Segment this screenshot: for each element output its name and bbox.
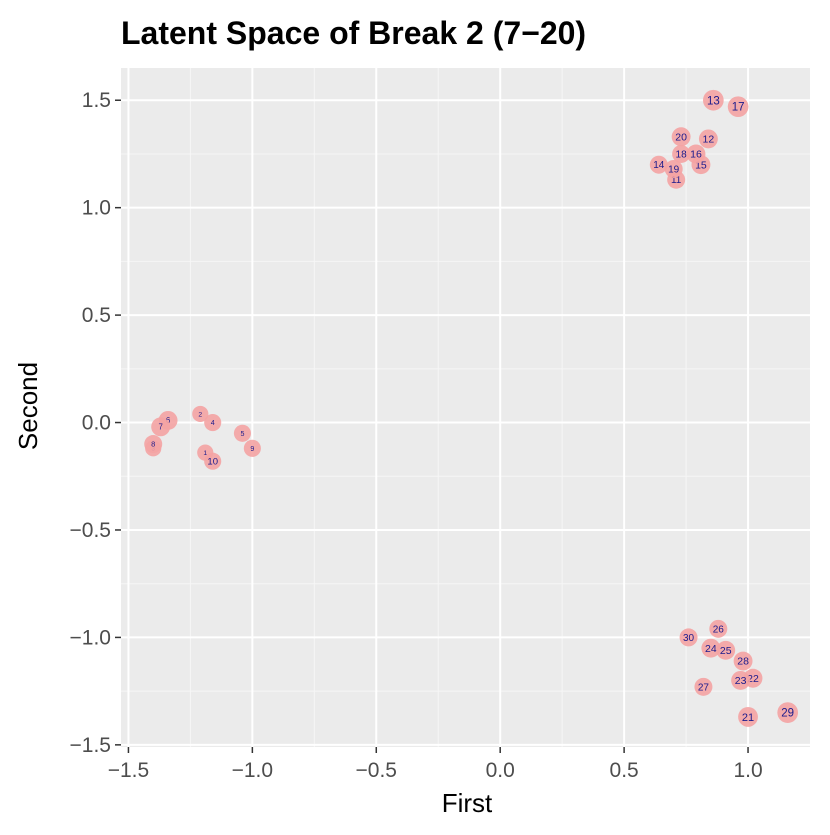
point-marker [733,651,753,671]
y-tick-label: 1.5 [82,89,111,112]
point-label: 6 [166,416,171,425]
x-tick-label: 0.0 [486,759,515,782]
point-label: 30 [683,633,695,644]
data-point: 28 [733,651,753,671]
data-points: 1234567891011121314151617181920212223242… [144,89,799,727]
y-tick-label: −0.5 [70,519,111,542]
x-tick-label: 1.0 [733,759,762,782]
point-marker [738,707,758,727]
point-marker [671,127,691,147]
point-marker [694,677,713,696]
point-label: 19 [668,164,680,175]
point-label: 22 [747,673,759,685]
point-label: 7 [158,423,162,432]
point-label: 28 [737,656,749,668]
y-axis-title: Second [13,362,43,450]
point-label: 16 [690,149,702,161]
point-label: 10 [207,457,218,468]
data-point: 2 [192,405,209,423]
point-marker [664,159,683,178]
data-point: 10 [204,452,222,470]
point-label: 24 [705,643,717,655]
data-point: 7 [151,417,171,437]
y-axis-ticks: −1.5 −1.0 −0.5 0.0 0.5 1.0 1.5 [70,89,121,757]
data-point: 9 [243,439,261,457]
data-point: 4 [204,413,222,432]
data-point: 16 [686,144,706,164]
data-point: 12 [698,129,718,149]
point-marker [233,424,251,442]
point-marker [144,435,163,454]
point-label: 20 [675,131,687,143]
point-marker [709,619,728,638]
data-point: 17 [727,96,749,118]
x-tick-label: −1.5 [108,759,149,782]
data-point: 26 [709,619,728,638]
point-label: 29 [781,708,794,720]
point-label: 12 [703,134,715,146]
point-label: 13 [707,95,720,107]
point-marker [716,640,736,660]
point-marker [731,670,751,690]
y-tick-label: 0.5 [82,304,111,327]
point-marker [777,702,799,723]
point-label: 27 [698,682,710,693]
point-label: 11 [671,175,682,186]
point-marker [702,89,724,111]
point-label: 4 [211,419,215,427]
point-label: 5 [240,430,244,438]
point-label: 21 [742,712,754,724]
point-marker [672,144,691,163]
data-point: 24 [701,638,721,658]
point-label: 8 [151,440,155,449]
point-label: 14 [653,160,665,171]
point-marker [649,155,668,174]
point-label: 17 [732,102,745,114]
data-point: 30 [679,628,698,647]
point-label: 15 [695,159,707,171]
point-label: 26 [713,624,725,635]
point-marker [204,452,222,470]
x-tick-label: −0.5 [356,759,397,782]
data-point: 29 [777,702,799,723]
point-label: 18 [676,149,688,160]
point-label: 9 [250,445,254,453]
data-point: 13 [702,89,724,111]
point-marker [698,129,718,149]
x-axis-ticks: −1.5 −1.0 −0.5 0.0 0.5 1.0 [108,747,763,782]
y-tick-label: 0.0 [82,412,111,435]
point-marker [679,628,698,647]
y-tick-label: 1.0 [82,197,111,220]
data-point: 18 [672,144,691,163]
data-point: 23 [731,670,751,690]
data-point: 19 [664,159,683,178]
point-marker [243,439,261,457]
data-point: 14 [649,155,668,174]
chart-title: Latent Space of Break 2 (7−20) [121,15,586,51]
x-axis-title: First [442,788,493,818]
point-label: 25 [720,645,732,657]
point-marker [727,96,749,118]
point-label: 23 [735,675,747,687]
point-marker [204,413,222,432]
point-label: 1 [203,450,207,457]
data-point: 21 [738,707,758,727]
data-point: 5 [233,424,251,442]
point-label: 2 [198,411,202,418]
y-tick-label: −1.5 [70,734,111,757]
y-tick-label: −1.0 [70,626,111,649]
point-marker [151,417,171,437]
data-point: 8 [144,435,163,454]
x-tick-label: 0.5 [610,759,639,782]
point-marker [686,144,706,164]
point-marker [192,405,209,423]
x-tick-label: −1.0 [232,759,273,782]
data-point: 25 [716,640,736,660]
data-point: 27 [694,677,713,696]
data-point: 20 [671,127,691,147]
point-marker [701,638,721,658]
